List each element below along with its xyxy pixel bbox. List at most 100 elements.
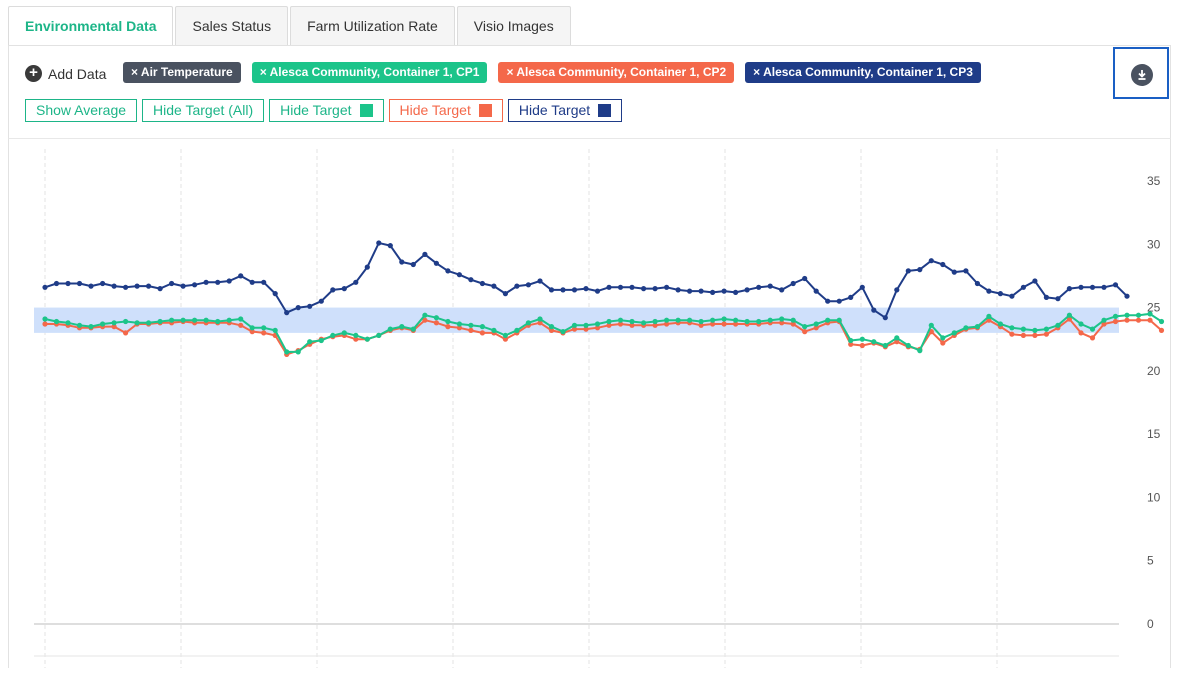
- data-point[interactable]: [1066, 312, 1072, 318]
- data-point[interactable]: [583, 286, 589, 292]
- data-point[interactable]: [157, 286, 163, 292]
- data-point[interactable]: [1112, 318, 1119, 325]
- data-point[interactable]: [387, 243, 393, 249]
- data-point[interactable]: [560, 287, 566, 293]
- data-point[interactable]: [100, 321, 106, 327]
- data-point[interactable]: [848, 294, 854, 300]
- data-point[interactable]: [318, 298, 324, 304]
- data-point[interactable]: [445, 268, 451, 274]
- data-point[interactable]: [146, 283, 152, 289]
- data-point[interactable]: [1009, 325, 1015, 331]
- data-point[interactable]: [456, 321, 462, 327]
- tab-farm-utilization-rate[interactable]: Farm Utilization Rate: [290, 6, 455, 45]
- data-point[interactable]: [261, 325, 267, 331]
- data-point[interactable]: [1089, 326, 1096, 332]
- data-point[interactable]: [848, 341, 854, 347]
- data-point[interactable]: [617, 284, 624, 290]
- data-point[interactable]: [940, 261, 946, 268]
- data-point[interactable]: [1078, 330, 1084, 336]
- data-point[interactable]: [1158, 318, 1165, 325]
- data-point[interactable]: [617, 321, 624, 327]
- data-chip[interactable]: × Alesca Community, Container 1, CP1: [251, 62, 488, 83]
- data-point[interactable]: [525, 320, 532, 326]
- data-point[interactable]: [825, 298, 831, 304]
- data-point[interactable]: [525, 282, 532, 288]
- data-point[interactable]: [1020, 332, 1026, 338]
- data-point[interactable]: [1124, 317, 1130, 323]
- data-point[interactable]: [491, 327, 497, 333]
- data-point[interactable]: [617, 317, 624, 323]
- data-point[interactable]: [571, 326, 578, 332]
- data-point[interactable]: [284, 349, 290, 355]
- data-point[interactable]: [111, 324, 117, 330]
- data-point[interactable]: [825, 317, 831, 323]
- data-point[interactable]: [1043, 294, 1049, 300]
- hide-target-button[interactable]: Hide Target: [388, 99, 503, 122]
- data-point[interactable]: [1101, 284, 1107, 290]
- data-point[interactable]: [353, 332, 359, 338]
- data-point[interactable]: [1089, 335, 1096, 341]
- data-point[interactable]: [514, 283, 520, 289]
- data-point[interactable]: [940, 340, 946, 346]
- data-point[interactable]: [859, 336, 865, 342]
- data-point[interactable]: [871, 307, 877, 313]
- show-average-button[interactable]: Show Average: [25, 99, 138, 122]
- data-point[interactable]: [721, 288, 727, 294]
- data-point[interactable]: [537, 316, 543, 322]
- data-point[interactable]: [1043, 331, 1049, 337]
- data-point[interactable]: [261, 279, 267, 285]
- data-point[interactable]: [479, 280, 485, 287]
- data-point[interactable]: [744, 318, 750, 325]
- data-point[interactable]: [629, 284, 635, 290]
- data-point[interactable]: [238, 273, 244, 279]
- data-point[interactable]: [756, 318, 762, 325]
- data-point[interactable]: [123, 318, 129, 325]
- data-point[interactable]: [468, 327, 474, 333]
- data-point[interactable]: [1078, 284, 1084, 290]
- data-point[interactable]: [88, 324, 94, 330]
- data-point[interactable]: [882, 342, 888, 349]
- data-point[interactable]: [986, 313, 992, 319]
- data-point[interactable]: [295, 305, 301, 311]
- data-point[interactable]: [594, 325, 601, 331]
- data-point[interactable]: [537, 320, 543, 326]
- data-point[interactable]: [859, 284, 865, 290]
- data-point[interactable]: [1112, 282, 1119, 288]
- data-point[interactable]: [341, 286, 347, 292]
- data-point[interactable]: [491, 283, 497, 289]
- data-point[interactable]: [664, 321, 670, 327]
- data-point[interactable]: [779, 287, 785, 293]
- data-point[interactable]: [376, 332, 382, 338]
- data-point[interactable]: [767, 317, 773, 323]
- data-point[interactable]: [848, 337, 854, 344]
- data-point[interactable]: [1147, 317, 1153, 323]
- data-point[interactable]: [1009, 331, 1015, 337]
- data-point[interactable]: [249, 329, 255, 335]
- data-point[interactable]: [387, 326, 393, 332]
- data-point[interactable]: [42, 284, 48, 290]
- data-point[interactable]: [169, 317, 175, 323]
- data-point[interactable]: [514, 327, 520, 333]
- data-point[interactable]: [905, 342, 911, 349]
- data-point[interactable]: [548, 324, 555, 330]
- data-point[interactable]: [859, 342, 865, 349]
- data-point[interactable]: [963, 268, 969, 274]
- data-point[interactable]: [537, 278, 543, 284]
- data-point[interactable]: [399, 259, 405, 265]
- data-point[interactable]: [652, 318, 658, 325]
- hide-target-button[interactable]: Hide Target: [507, 99, 623, 122]
- data-point[interactable]: [445, 318, 451, 325]
- data-point[interactable]: [1055, 322, 1061, 328]
- data-point[interactable]: [169, 280, 175, 287]
- data-point[interactable]: [721, 321, 727, 327]
- data-point[interactable]: [307, 303, 313, 309]
- data-point[interactable]: [284, 310, 290, 316]
- data-point[interactable]: [180, 317, 186, 323]
- data-point[interactable]: [652, 286, 658, 292]
- data-point[interactable]: [330, 332, 336, 338]
- data-point[interactable]: [468, 277, 474, 283]
- data-point[interactable]: [295, 349, 301, 355]
- data-point[interactable]: [1101, 321, 1107, 327]
- data-point[interactable]: [1135, 312, 1142, 318]
- data-point[interactable]: [180, 283, 186, 289]
